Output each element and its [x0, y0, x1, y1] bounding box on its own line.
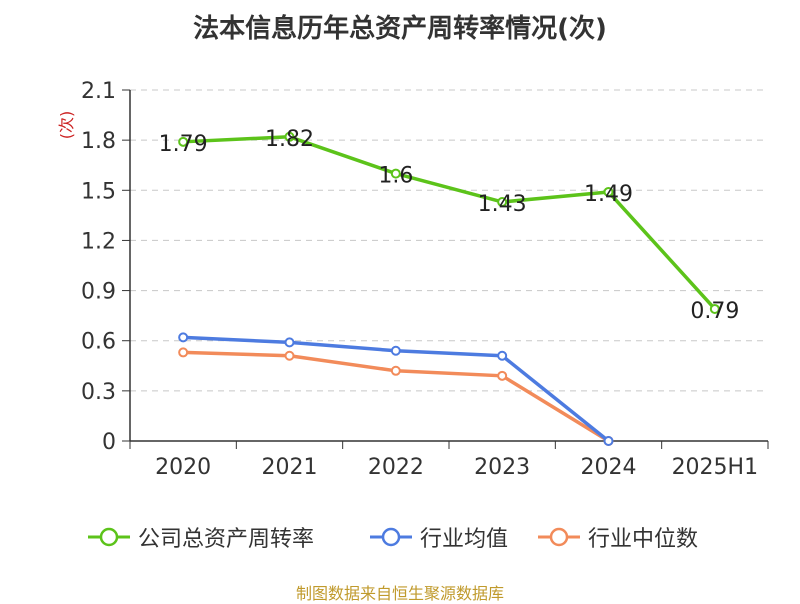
data-label: 1.82: [265, 127, 314, 152]
x-tick-label: 2023: [474, 455, 530, 480]
x-tick-label: 2022: [368, 455, 424, 480]
data-point: [284, 337, 295, 348]
data-point: [178, 136, 189, 147]
y-axis-label: (次): [57, 111, 76, 140]
data-point: [709, 303, 720, 314]
legend-item-industry-median[interactable]: 行业中位数: [538, 519, 698, 555]
chart-title: 法本信息历年总资产周转率情况(次): [193, 14, 607, 44]
data-point: [497, 370, 508, 381]
y-tick-label: 1.5: [81, 179, 116, 204]
y-tick-label: 0.9: [81, 280, 116, 305]
legend-label-company: 公司总资产周转率: [138, 527, 315, 552]
data-point: [178, 332, 189, 343]
data-point: [497, 350, 508, 361]
source-note: 制图数据来自恒生聚源数据库: [295, 584, 504, 603]
data-point: [390, 345, 401, 356]
data-point: [390, 168, 401, 179]
legend-item-company[interactable]: 公司总资产周转率: [88, 519, 314, 555]
y-tick-label: 1.2: [81, 229, 116, 254]
series-line: [183, 350, 610, 443]
series-line: [183, 135, 717, 311]
y-tick-label: 1.8: [81, 129, 116, 154]
data-label: 1.79: [159, 132, 208, 157]
legend-item-industry-mean[interactable]: 行业均值: [370, 519, 508, 555]
legend-label-industry-median: 行业中位数: [588, 527, 699, 552]
y-tick-label: 0: [102, 430, 116, 455]
y-tick-label: 0.3: [81, 380, 116, 405]
data-point: [603, 436, 614, 446]
data-point: [390, 365, 401, 376]
x-tick-label: 2021: [262, 455, 318, 480]
x-tick-label: 2025H1: [672, 455, 759, 480]
data-label: 0.79: [690, 299, 739, 324]
data-label: 1.49: [584, 182, 633, 207]
data-point: [497, 196, 508, 207]
legend-marker-industry-mean-icon: [370, 527, 412, 547]
y-tick-label: 0.6: [81, 330, 116, 355]
x-tick-label: 2024: [581, 455, 637, 480]
data-point: [603, 186, 614, 197]
data-label: 1.6: [378, 164, 413, 189]
legend-marker-company-icon: [88, 527, 130, 547]
legend-marker-industry-median-icon: [538, 527, 580, 547]
data-point: [178, 347, 189, 358]
y-tick-label: 2.1: [81, 79, 116, 104]
data-point: [284, 131, 295, 142]
legend-label-industry-mean: 行业均值: [420, 527, 509, 552]
x-tick-label: 2020: [155, 455, 211, 480]
data-label: 1.43: [478, 192, 527, 217]
data-point: [284, 350, 295, 361]
legend: 公司总资产周转率 行业均值 行业中位数: [0, 519, 800, 555]
